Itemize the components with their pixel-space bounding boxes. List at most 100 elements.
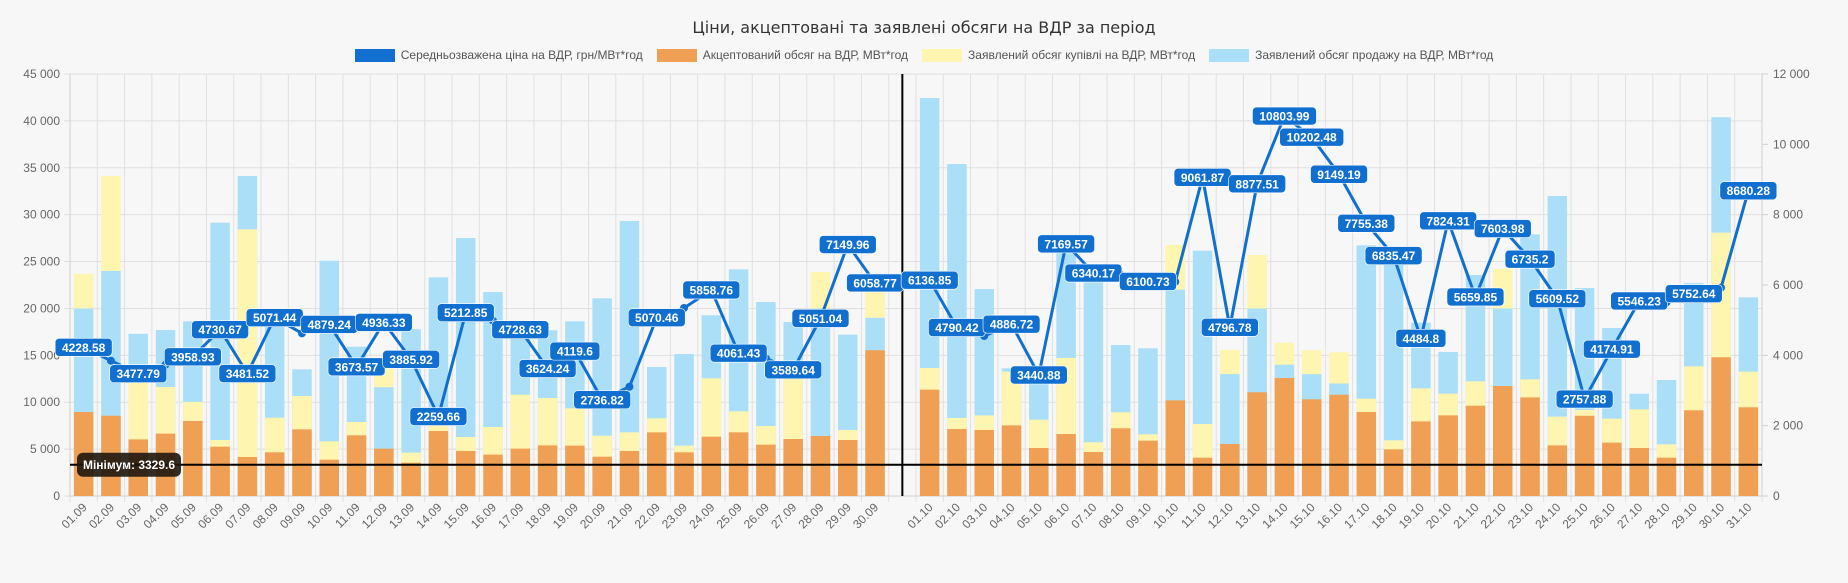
price-label: 5070.46 (635, 311, 679, 325)
price-label: 5609.52 (1536, 292, 1580, 306)
price-line: 4228.58 3477.79 3958.93 4730.67 3481.52 5071.… (54, 106, 1778, 426)
x-tick-label: 12.09 (359, 500, 390, 531)
x-tick-label: 17.10 (1341, 500, 1372, 531)
y-left-tick-label: 30 000 (23, 208, 60, 222)
legend-label-price: Середньозважена ціна на ВДР, грн/МВт*год (400, 48, 643, 62)
price-label-box (1664, 284, 1723, 303)
y-right-tick-label: 0 (1773, 489, 1780, 503)
bar-accepted-volume (865, 350, 885, 496)
bar-sell-volume (1383, 263, 1404, 496)
bar-accepted-volume (319, 459, 340, 496)
bar-accepted-volume (783, 438, 803, 496)
y-right-tick-label: 12 000 (1773, 67, 1810, 81)
price-label-box (682, 280, 741, 300)
price-label: 4174.91 (1590, 343, 1634, 357)
price-label: 4730.67 (198, 323, 242, 337)
price-label: 4790.42 (935, 321, 979, 335)
x-tick-label: 05.10 (1014, 500, 1045, 531)
bar-accepted-volume (674, 452, 694, 496)
x-tick-label: 19.09 (550, 500, 581, 531)
x-tick-label: 26.09 (741, 500, 772, 531)
legend-item-buy[interactable]: Заявлений обсяг купівлі на ВДР, МВт*год (922, 48, 1195, 62)
bar-accepted-volume (1138, 440, 1158, 496)
price-label: 3477.79 (117, 367, 161, 381)
bar-accepted-volume (237, 456, 258, 496)
y-right-tick-label: 6 000 (1773, 278, 1803, 292)
price-label: 5858.76 (690, 283, 734, 297)
bar-accepted-volume (701, 436, 722, 496)
x-tick-label: 04.09 (141, 500, 172, 531)
bar-buy-volume (237, 229, 258, 496)
bar-accepted-volume (919, 389, 940, 496)
price-label: 4061.43 (717, 347, 761, 361)
price-label: 7149.96 (826, 238, 870, 252)
legend-swatch-price (354, 48, 395, 62)
bar-accepted-volume (619, 450, 640, 496)
bar-accepted-volume (1301, 399, 1322, 496)
bar-accepted-volume (1684, 410, 1704, 496)
x-tick-label: 16.09 (468, 500, 499, 531)
bar-sell-volume (619, 220, 640, 497)
price-label-box (1252, 106, 1317, 126)
price-label-box (1337, 213, 1396, 233)
x-tick-label: 30.09 (850, 500, 881, 531)
bar-accepted-volume (565, 445, 585, 496)
bar-accepted-volume (1165, 400, 1186, 496)
price-label-box (109, 364, 168, 383)
x-tick-label: 21.10 (1450, 500, 1481, 531)
y-left-tick-label: 40 000 (23, 114, 60, 128)
x-tick-label: 22.09 (632, 500, 663, 531)
price-label-box (709, 343, 768, 363)
x-tick-label: 24.09 (686, 500, 717, 531)
y-right-tick-label: 4 000 (1773, 348, 1803, 362)
price-label-box (1119, 272, 1177, 291)
price-label-box (1473, 219, 1532, 238)
price-label-box (491, 320, 550, 340)
x-tick-label: 03.09 (113, 500, 144, 531)
price-label: 4119.6 (557, 345, 593, 359)
price-label: 8877.51 (1235, 177, 1279, 191)
x-tick-label: 14.09 (413, 500, 444, 531)
x-tick-label: 23.10 (1505, 500, 1536, 531)
price-label: 3481.52 (226, 367, 270, 381)
price-label-box (355, 313, 413, 332)
bar-accepted-volume (756, 444, 776, 496)
price-label: 3624.24 (526, 362, 570, 376)
price-label-box (1010, 365, 1068, 385)
bar-accepted-volume (1247, 392, 1267, 496)
price-label: 4728.63 (499, 323, 543, 337)
y-left-tick-label: 25 000 (23, 255, 60, 269)
x-tick-label: 03.10 (959, 500, 990, 531)
minimum-label-box (77, 452, 181, 477)
price-label: 6058.77 (853, 276, 897, 290)
y-right-tick-label: 10 000 (1773, 137, 1810, 151)
x-tick-label: 07.09 (222, 500, 253, 531)
x-tick-label: 08.09 (250, 500, 281, 531)
bar-accepted-volume (810, 435, 831, 496)
price-label: 4879.24 (308, 318, 352, 332)
x-tick-label: 13.10 (1232, 500, 1263, 531)
x-tick-label: 30.10 (1696, 500, 1727, 531)
price-label: 10803.99 (1259, 110, 1309, 124)
y-left-tick-label: 5 000 (30, 442, 60, 456)
x-tick-label: 20.09 (577, 500, 608, 531)
y-left-tick-label: 15 000 (23, 348, 60, 362)
y-left-tick-label: 45 000 (23, 67, 60, 81)
price-label: 3958.93 (171, 350, 215, 364)
legend-item-price[interactable]: Середньозважена ціна на ВДР, грн/МВт*год (354, 48, 643, 62)
bar-accepted-volume (374, 448, 394, 496)
bar-accepted-volume (1438, 415, 1458, 496)
legend-item-accepted[interactable]: Акцептований обсяг на ВДР, МВт*год (656, 48, 908, 62)
bar-accepted-volume (210, 446, 230, 496)
bar-accepted-volume (1602, 442, 1622, 496)
price-label-box (218, 364, 277, 383)
price-label: 5212.85 (444, 306, 488, 320)
y-left-tick-label: 35 000 (23, 161, 60, 175)
legend-swatch-buy (922, 48, 963, 62)
bar-accepted-volume (838, 440, 858, 496)
price-label: 5659.85 (1454, 290, 1498, 304)
x-tick-label: 02.09 (86, 500, 117, 531)
legend-item-sell[interactable]: Заявлений обсяг продажу на ВДР, МВт*год (1209, 48, 1493, 62)
price-label: 5071.44 (253, 311, 297, 325)
price-label-box (164, 347, 222, 367)
